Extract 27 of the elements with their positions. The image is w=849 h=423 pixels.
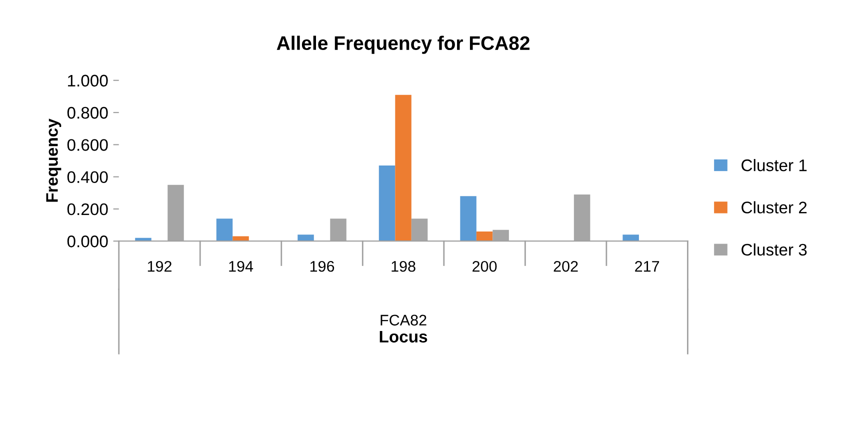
legend-label: Cluster 2 [742, 201, 807, 214]
bar [460, 196, 476, 242]
y-tick-label: 0.800 [67, 106, 108, 119]
y-tick-label: 1.000 [68, 74, 108, 87]
bar [622, 234, 639, 242]
x-tick-label: 202 [554, 260, 578, 272]
y-tick-label: 0.400 [67, 171, 108, 184]
x-tick-label: 198 [392, 260, 416, 272]
bar [298, 234, 314, 242]
x-axis-title: Locus [380, 330, 428, 343]
x-tick-label: 217 [635, 260, 660, 272]
bar [378, 166, 396, 242]
bar [216, 218, 233, 242]
bar [476, 231, 493, 242]
chart-title: Allele Frequency for FCA82 [276, 36, 530, 54]
legend-label: Cluster 3 [742, 243, 807, 256]
y-tick-label: 0.600 [67, 139, 108, 151]
x-tick-label: 196 [310, 260, 334, 272]
bar [395, 94, 412, 242]
y-axis-title: Frequency [46, 118, 62, 202]
y-tick-label: 0.000 [67, 236, 108, 248]
legend-label: Cluster 1 [742, 158, 807, 172]
x-tick-label: 192 [148, 260, 172, 272]
text: FCA82 [380, 314, 426, 326]
x-tick-label: 200 [472, 260, 497, 272]
y-tick-label: 0.200 [67, 203, 108, 216]
x-tick-label: 194 [229, 260, 254, 272]
